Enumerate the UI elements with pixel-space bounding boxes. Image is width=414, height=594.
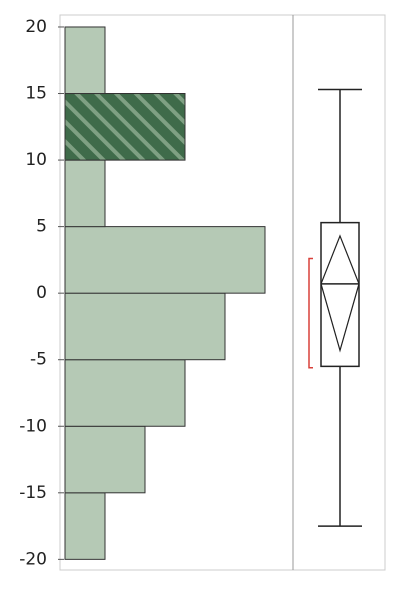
y-tick-label: -15 xyxy=(19,483,47,503)
shortest-half xyxy=(308,257,313,369)
y-tick-label: 15 xyxy=(25,84,47,104)
y-tick-label: 20 xyxy=(25,17,47,37)
y-tick-label: 5 xyxy=(36,217,47,237)
bar xyxy=(64,425,146,494)
bar xyxy=(64,26,106,95)
box xyxy=(320,221,360,368)
bar xyxy=(64,226,266,294)
y-tick-label: -5 xyxy=(30,350,47,370)
y-tick-label: -10 xyxy=(19,416,47,436)
mean-diamond xyxy=(320,234,360,353)
plot-frame xyxy=(59,14,386,571)
bar xyxy=(64,292,226,361)
bar xyxy=(64,359,186,427)
y-tick-label: 0 xyxy=(36,283,47,303)
selected-bar xyxy=(64,93,186,161)
bar xyxy=(64,492,106,560)
y-tick-label: -20 xyxy=(19,549,47,569)
y-tick-label: 10 xyxy=(25,150,47,170)
bar xyxy=(64,159,106,228)
